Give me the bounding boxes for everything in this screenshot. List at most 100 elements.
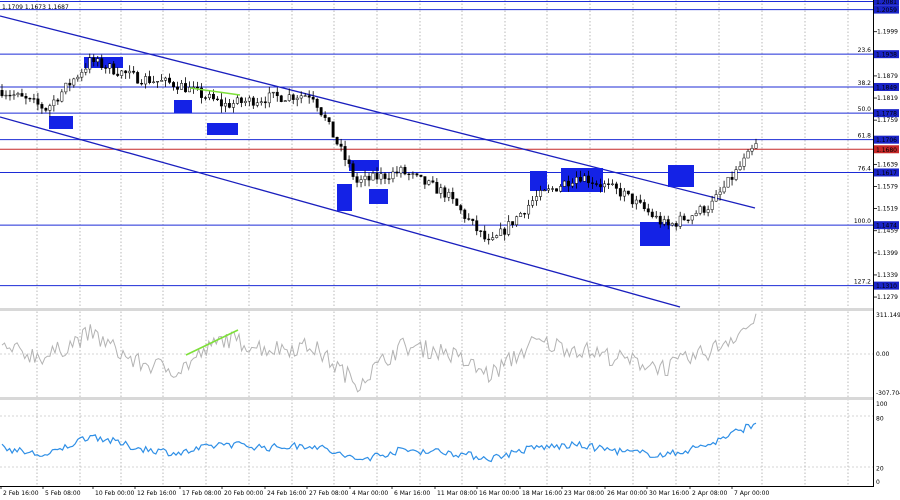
candle-body bbox=[646, 208, 650, 213]
candle-body bbox=[263, 101, 267, 104]
price-tick-label: 1.1519 bbox=[877, 206, 898, 213]
candle-body bbox=[140, 82, 144, 85]
candle-body bbox=[391, 171, 395, 180]
candle-body bbox=[231, 103, 235, 108]
candle-body bbox=[331, 121, 335, 138]
candle-body bbox=[399, 167, 403, 174]
candle-body bbox=[196, 86, 199, 89]
candle-body bbox=[164, 77, 168, 81]
time-axis: 2 Feb 16:00 5 Feb 08:00 10 Feb 00:00 12 Feb… bbox=[0, 486, 874, 497]
price-axis: 1.1999 1.1879 1.1819 1.1759 1.1639 1.1579 1.15… bbox=[874, 0, 900, 486]
swing-box bbox=[349, 160, 379, 171]
candle-body bbox=[730, 176, 734, 180]
fib-label: 76.4 bbox=[858, 165, 872, 172]
candle-body bbox=[507, 221, 511, 235]
candle-body bbox=[642, 202, 646, 210]
time-tick-label: 2 Feb 16:00 bbox=[3, 490, 39, 497]
candle-body bbox=[32, 98, 36, 100]
svg-text:1.1938: 1.1938 bbox=[876, 52, 897, 59]
time-tick-label: 30 Mar 16:00 bbox=[649, 490, 689, 497]
candle-body bbox=[184, 83, 187, 93]
candle-body bbox=[104, 67, 108, 69]
candle-body bbox=[483, 230, 487, 240]
candle-body bbox=[315, 98, 319, 108]
candle-body bbox=[427, 180, 431, 185]
candle-body bbox=[710, 200, 714, 210]
candle-body bbox=[116, 73, 120, 76]
time-tick-label: 5 Feb 08:00 bbox=[45, 490, 81, 497]
svg-text:1.1310: 1.1310 bbox=[876, 283, 897, 290]
candle-body bbox=[411, 173, 415, 175]
candle-body bbox=[200, 87, 203, 98]
candle-body bbox=[160, 80, 164, 82]
candle-body bbox=[16, 93, 20, 96]
svg-text:1.1706: 1.1706 bbox=[876, 137, 897, 144]
candle-body bbox=[658, 215, 662, 225]
channel-upper-line bbox=[0, 15, 756, 209]
candle-body bbox=[36, 98, 40, 105]
candle-body bbox=[579, 177, 582, 182]
svg-text:1.1849: 1.1849 bbox=[876, 84, 897, 91]
candle-body bbox=[563, 180, 566, 187]
candle-body bbox=[519, 213, 523, 217]
candle-body bbox=[235, 97, 239, 104]
candle-body bbox=[363, 175, 367, 180]
divergence-line-cci bbox=[185, 329, 239, 356]
candle-body bbox=[467, 218, 471, 220]
candle-body bbox=[132, 70, 136, 73]
candle-body bbox=[279, 95, 283, 102]
candle-body bbox=[180, 83, 183, 90]
candle-body bbox=[447, 192, 451, 198]
candle-body bbox=[12, 94, 16, 96]
candle-body bbox=[371, 172, 375, 181]
rsi-axis-label: 100 bbox=[876, 401, 888, 408]
candle-body bbox=[223, 103, 227, 107]
candle-body bbox=[539, 190, 543, 197]
swing-box bbox=[668, 165, 694, 187]
candle-body bbox=[319, 107, 323, 116]
time-tick-label: 20 Feb 00:00 bbox=[224, 490, 264, 497]
candle-body bbox=[56, 99, 60, 102]
svg-text:1.2081: 1.2081 bbox=[876, 0, 897, 6]
candle-body bbox=[694, 213, 698, 216]
candle-body bbox=[403, 167, 407, 175]
candle-body bbox=[343, 146, 347, 160]
candle-body bbox=[259, 101, 263, 103]
cci-axis-label: 311.1497 bbox=[876, 312, 900, 319]
candle-body bbox=[575, 177, 578, 184]
cci-axis-label: -307.704 bbox=[876, 390, 900, 397]
rsi-panel bbox=[0, 415, 873, 468]
candle-body bbox=[602, 183, 606, 188]
candle-body bbox=[734, 169, 738, 180]
candle-body bbox=[662, 219, 666, 225]
candle-body bbox=[407, 173, 411, 176]
candle-body bbox=[451, 192, 455, 200]
candle-body bbox=[64, 82, 68, 93]
candle-body bbox=[335, 136, 339, 145]
candle-body bbox=[395, 171, 399, 174]
price-candles bbox=[0, 53, 758, 245]
candle-body bbox=[567, 180, 570, 187]
candle-body bbox=[28, 97, 32, 100]
price-tick-label: 1.1459 bbox=[877, 228, 898, 235]
swing-box bbox=[84, 57, 123, 68]
candle-body bbox=[746, 150, 750, 159]
candle-body bbox=[590, 182, 594, 184]
price-tick-label: 1.1579 bbox=[877, 183, 898, 190]
candle-body bbox=[666, 219, 670, 226]
divergence-line-price bbox=[189, 87, 241, 96]
time-tick-label: 12 Feb 16:00 bbox=[137, 490, 177, 497]
candle-body bbox=[415, 173, 419, 176]
time-tick-label: 17 Feb 08:00 bbox=[182, 490, 222, 497]
candle-body bbox=[251, 97, 255, 106]
candle-body bbox=[168, 77, 172, 83]
candle-body bbox=[698, 206, 702, 214]
time-tick-label: 16 Mar 00:00 bbox=[479, 490, 519, 497]
channel-lower-line bbox=[0, 116, 681, 308]
candle-body bbox=[287, 94, 291, 101]
time-tick-label: 10 Feb 00:00 bbox=[95, 490, 135, 497]
candle-body bbox=[678, 215, 682, 227]
svg-text:1.1617: 1.1617 bbox=[876, 170, 897, 177]
candle-body bbox=[124, 70, 128, 74]
